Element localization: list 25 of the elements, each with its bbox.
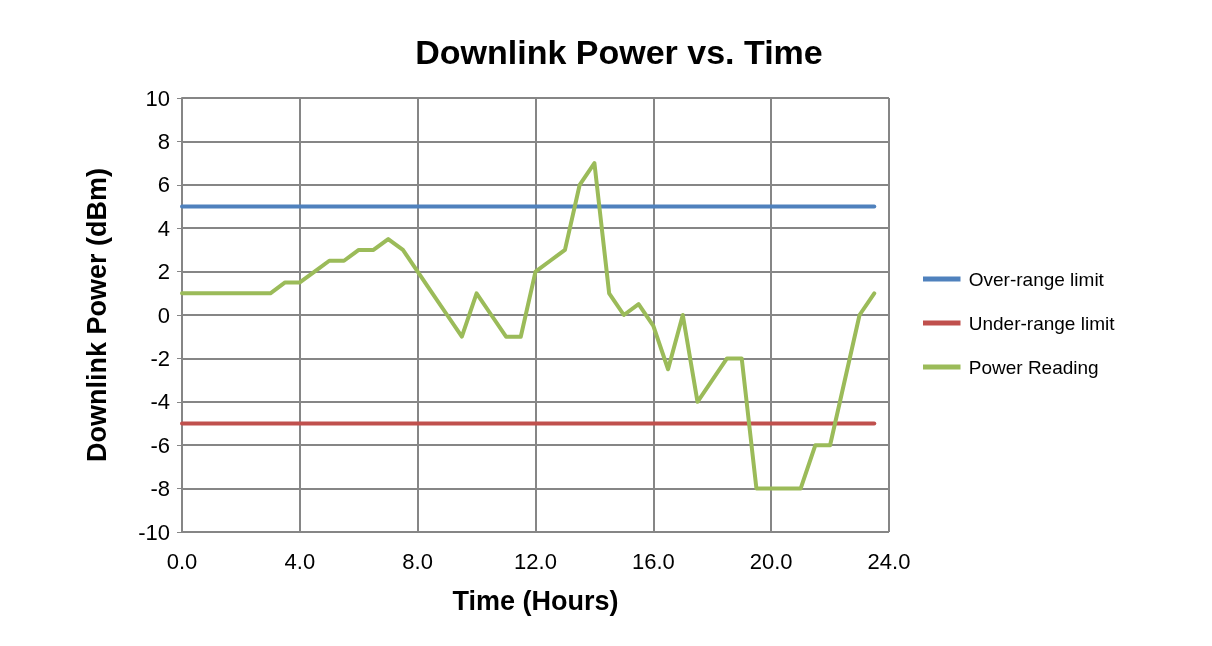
y-tick-label: 6 bbox=[157, 172, 170, 198]
x-tick-label: 24.0 bbox=[867, 548, 911, 574]
y-tick-label: -4 bbox=[150, 389, 170, 415]
y-tick-label: 4 bbox=[157, 215, 170, 241]
y-tick-label: -10 bbox=[138, 519, 170, 545]
legend-label: Over-range limit bbox=[968, 268, 1105, 290]
x-axis-title: Time (Hours) bbox=[452, 585, 619, 616]
x-tick-label: 4.0 bbox=[284, 548, 316, 574]
y-tick-label: -6 bbox=[150, 432, 170, 458]
legend-label: Power Reading bbox=[968, 356, 1099, 378]
y-axis-title: Downlink Power (dBm) bbox=[81, 167, 112, 463]
y-tick-label: 8 bbox=[157, 128, 170, 154]
y-tick-label: 10 bbox=[145, 85, 170, 111]
x-tick-label: 12.0 bbox=[514, 548, 557, 574]
chart-title: Downlink Power vs. Time bbox=[415, 33, 823, 71]
y-tick-label: -8 bbox=[150, 476, 170, 502]
y-tick-label: 0 bbox=[157, 302, 170, 328]
line-series bbox=[180, 161, 877, 491]
y-tick-label: -2 bbox=[150, 345, 170, 371]
x-tick-label: 16.0 bbox=[631, 548, 675, 574]
x-tick-label: 0.0 bbox=[166, 548, 198, 574]
y-tick-label: 2 bbox=[157, 259, 170, 285]
x-tick-label: 8.0 bbox=[402, 548, 433, 574]
x-tick-label: 20.0 bbox=[749, 548, 793, 574]
legend-label: Under-range limit bbox=[968, 312, 1116, 334]
